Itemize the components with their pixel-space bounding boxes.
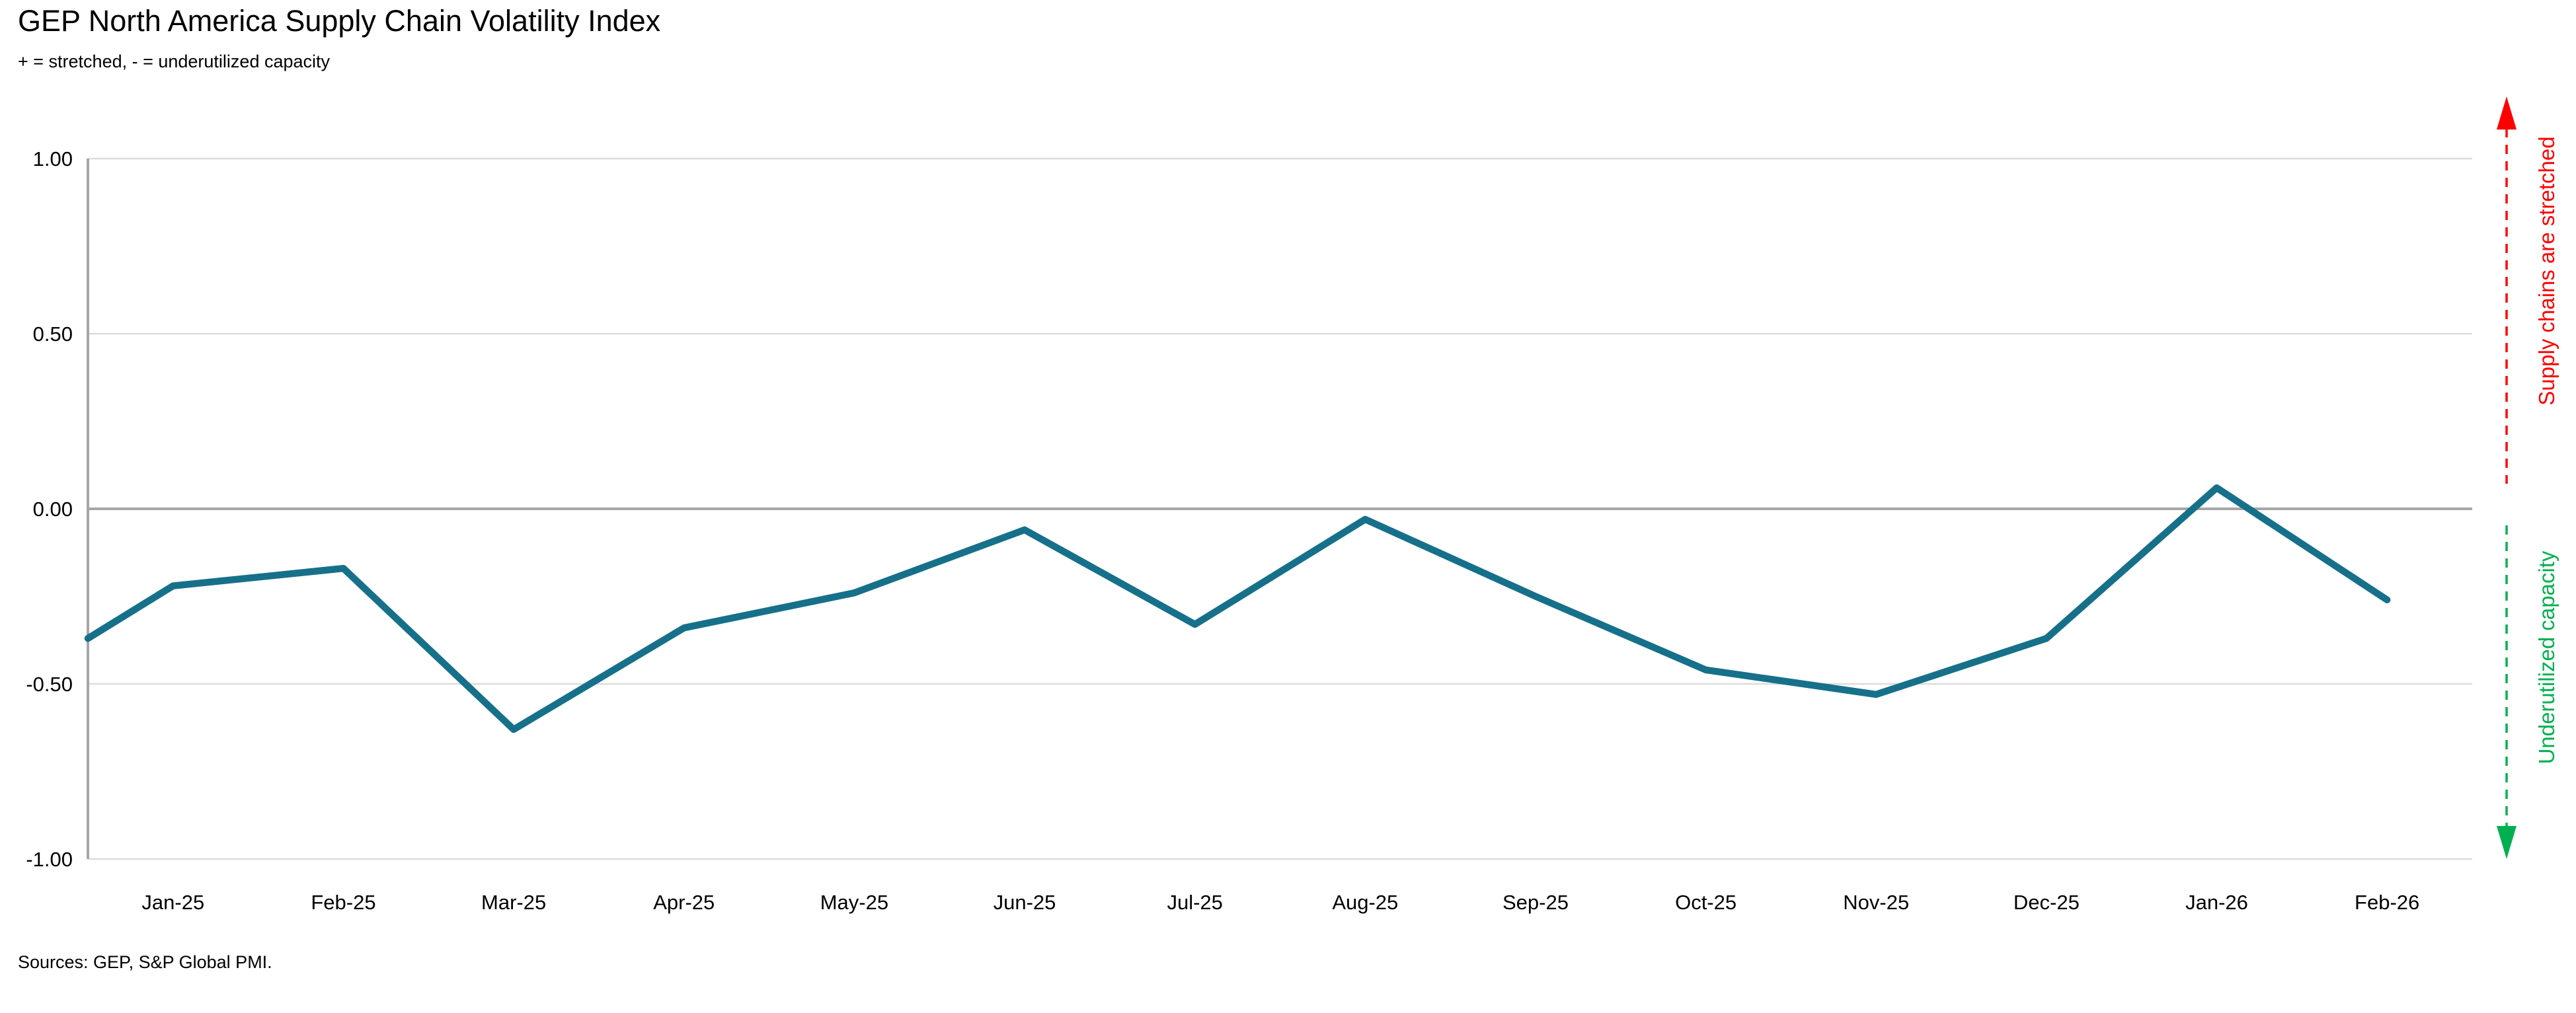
y-tick-label: 0.50 xyxy=(33,322,73,346)
x-tick-label: Dec-25 xyxy=(2013,891,2080,914)
x-tick-label: Jan-26 xyxy=(2185,891,2248,914)
y-gridlines xyxy=(88,157,2472,860)
x-tick-label: Oct-25 xyxy=(1675,891,1737,914)
y-tick-label: -0.50 xyxy=(26,673,73,696)
x-tick-label: Mar-25 xyxy=(481,891,546,914)
y-tick-label: 1.00 xyxy=(33,147,73,170)
x-tick-label: Nov-25 xyxy=(1843,891,1909,914)
x-tick-label: Feb-26 xyxy=(2355,891,2419,914)
y-axis-labels: 1.00 0.50 0.00 -0.50 -1.00 xyxy=(26,147,73,871)
x-tick-label: Sep-25 xyxy=(1503,891,1569,914)
x-tick-label: Jul-25 xyxy=(1167,891,1222,914)
x-tick-label: Aug-25 xyxy=(1332,891,1398,914)
x-tick-label: May-25 xyxy=(820,891,888,914)
series-line xyxy=(84,484,2391,733)
y-tick-label: -1.00 xyxy=(26,848,73,871)
underutilized-arrow-head xyxy=(2497,826,2517,859)
sources-note: Sources: GEP, S&P Global PMI. xyxy=(18,952,272,972)
x-tick-label: Apr-25 xyxy=(653,891,715,914)
underutilized-annotation-label: Underutilized capacity xyxy=(2534,550,2559,765)
x-tick-label: Jun-25 xyxy=(994,891,1056,914)
stretched-annotation-label: Supply chains are stretched xyxy=(2534,136,2559,406)
x-tick-label: Jan-25 xyxy=(141,891,204,914)
underutilized-arrow xyxy=(2497,525,2517,859)
stretched-arrow-head xyxy=(2497,96,2517,130)
chart-subtitle: + = stretched, - = underutilized capacit… xyxy=(18,52,331,71)
page-title: GEP North America Supply Chain Volatilit… xyxy=(18,4,661,38)
stretched-arrow xyxy=(2497,96,2517,484)
x-tick-label: Feb-25 xyxy=(311,891,375,914)
x-axis-labels: Jan-25 Feb-25 Mar-25 Apr-25 May-25 Jun-25 Jul-… xyxy=(141,891,2419,914)
y-tick-label: 0.00 xyxy=(33,498,73,521)
